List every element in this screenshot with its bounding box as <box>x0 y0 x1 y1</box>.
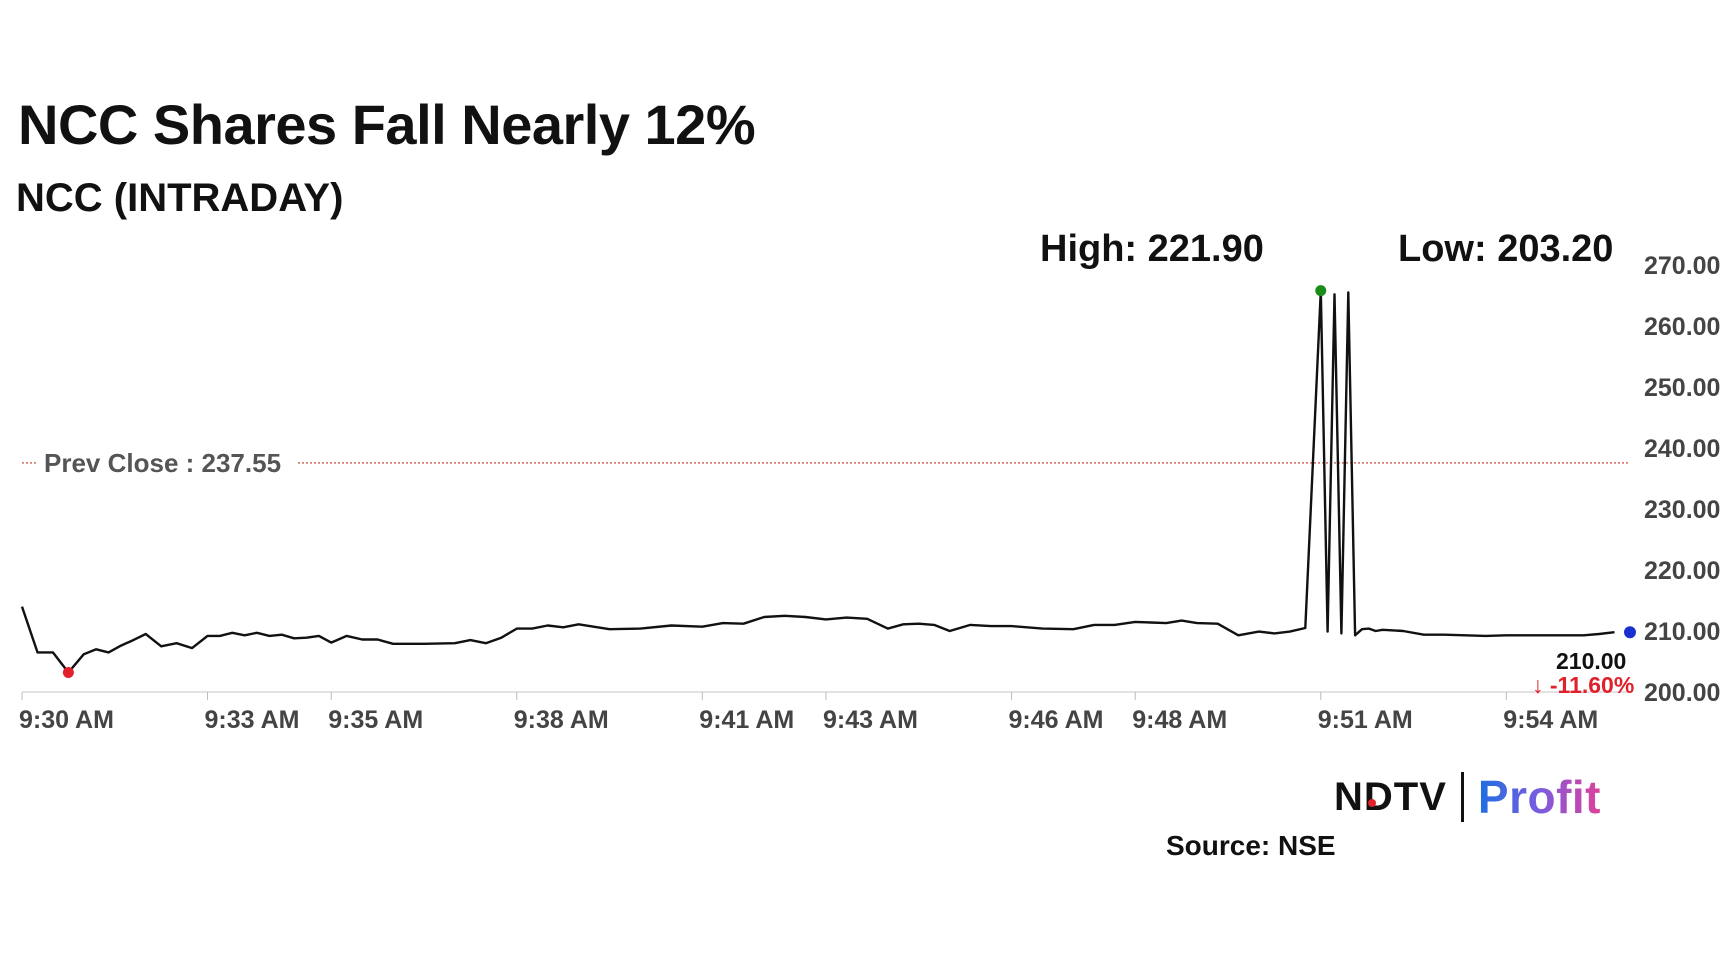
x-tick-label: 9:54 AM <box>1503 706 1598 734</box>
x-tick-label: 9:51 AM <box>1318 706 1413 734</box>
low-label: Low: 203.20 <box>1398 228 1614 270</box>
y-tick-label: 200.00 <box>1644 679 1720 707</box>
y-tick-label: 240.00 <box>1644 435 1720 463</box>
change-percent-label: ↓ -11.60% <box>1532 672 1634 698</box>
y-tick-label: 210.00 <box>1644 618 1720 646</box>
prev-close-label-bg <box>36 445 298 480</box>
high-marker <box>1315 285 1327 297</box>
y-tick-label: 250.00 <box>1644 374 1720 402</box>
x-tick-label: 9:30 AM <box>19 706 114 734</box>
x-tick-label: 9:43 AM <box>823 706 918 734</box>
y-tick-label: 270.00 <box>1644 252 1720 280</box>
logo-profit-text: Profit <box>1477 771 1601 823</box>
logo-dot-icon <box>1368 798 1376 807</box>
chart-subtitle: NCC (INTRADAY) <box>16 176 344 220</box>
last-price-marker <box>1624 626 1636 639</box>
x-tick-label: 9:46 AM <box>1009 706 1104 734</box>
last-price-label: 210.00 <box>1556 648 1626 674</box>
chart-title: NCC Shares Fall Nearly 12% <box>18 93 756 156</box>
price-line <box>20 289 1615 674</box>
y-tick-label: 260.00 <box>1644 313 1720 341</box>
x-tick-label: 9:33 AM <box>205 706 300 734</box>
x-tick-label: 9:38 AM <box>514 706 609 734</box>
x-tick-label: 9:41 AM <box>699 706 794 734</box>
prev-close-label: Prev Close : 237.55 <box>44 448 281 478</box>
y-tick-label: 220.00 <box>1644 557 1720 585</box>
x-tick-label: 9:35 AM <box>328 706 423 734</box>
logo-divider <box>1460 772 1464 822</box>
x-tick-label: 9:48 AM <box>1132 706 1227 734</box>
logo-ndtv-text: NDTV <box>1334 774 1447 819</box>
source-note: Source: NSE <box>1166 830 1336 861</box>
high-label: High: 221.90 <box>1040 228 1264 270</box>
ndtv-profit-logo: NDTV Profit <box>1334 770 1601 824</box>
low-marker <box>62 666 74 678</box>
y-tick-label: 230.00 <box>1644 496 1720 524</box>
